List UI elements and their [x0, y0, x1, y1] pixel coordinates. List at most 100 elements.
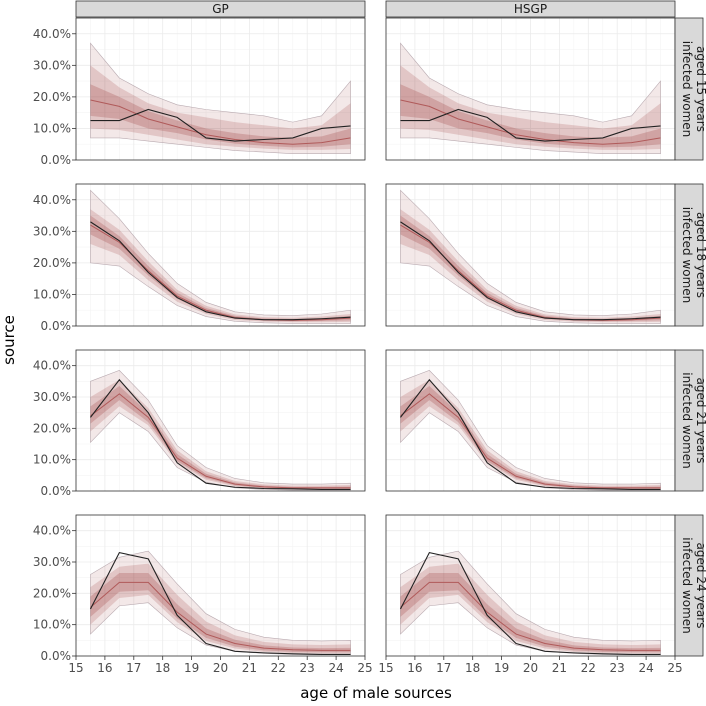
panel-border [75, 17, 366, 161]
band-80 [90, 65, 351, 150]
band-95 [400, 189, 661, 324]
x-axis-title: age of male sources [300, 684, 452, 702]
x-tick-label: 16 [407, 661, 422, 675]
median-line [400, 99, 661, 145]
y-tick-label: 40.0% [33, 524, 71, 538]
panel-border [75, 183, 366, 327]
band-50 [400, 215, 661, 322]
y-tick-label: 40.0% [33, 359, 71, 373]
y-tick-label: 20.0% [33, 90, 71, 104]
row-strip-label-line1: infected women [680, 207, 694, 304]
band-80 [400, 379, 661, 490]
median-line [90, 581, 351, 651]
x-tick-label: 24 [328, 661, 343, 675]
panel-hsgp-row-3 [385, 349, 676, 492]
panels-layer [75, 17, 676, 657]
axes-layer: 0.0% 10.0% 20.0% 30.0% 40.0% 0.0% 10.0% 20.0% 30… [33, 27, 683, 675]
row-strip-label-line1: infected women [680, 372, 694, 469]
band-50 [400, 84, 661, 148]
band-80 [90, 563, 351, 654]
row-strip [674, 183, 704, 327]
y-tick-label: 20.0% [33, 421, 71, 435]
x-tick-label: 22 [581, 661, 596, 675]
x-tick-label: 25 [357, 661, 372, 675]
y-tick-label: 20.0% [33, 586, 71, 600]
x-tick-label: 25 [667, 661, 682, 675]
y-tick-label: 10.0% [33, 287, 71, 301]
panel-hsgp-row-2 [385, 183, 676, 327]
row-strip [674, 349, 704, 492]
y-tick-label: 30.0% [33, 390, 71, 404]
y-tick-label: 0.0% [41, 649, 72, 663]
y-tick-label: 40.0% [33, 27, 71, 41]
panel-border [75, 349, 366, 492]
x-tick-label: 21 [552, 661, 567, 675]
observed-line [399, 551, 661, 655]
median-line [400, 393, 661, 489]
x-tick-label: 17 [436, 661, 451, 675]
observed-line [90, 221, 351, 321]
band-50 [400, 572, 661, 653]
observed-line [90, 108, 351, 142]
x-tick-label: 23 [300, 661, 315, 675]
x-tick-label: 23 [610, 661, 625, 675]
row-strip-label-line2: aged 24 years [694, 543, 706, 629]
median-line [90, 393, 351, 489]
x-tick-label: 20 [213, 661, 228, 675]
panel-gp-row-3 [75, 349, 366, 492]
y-tick-label: 30.0% [33, 58, 71, 72]
row-strip [674, 17, 704, 161]
x-tick-label: 22 [271, 661, 286, 675]
y-tick-label: 10.0% [33, 121, 71, 135]
band-95 [90, 189, 351, 324]
band-95 [400, 370, 661, 491]
band-50 [90, 215, 351, 322]
x-tick-label: 15 [378, 661, 393, 675]
row-strip-label-line1: infected women [680, 537, 694, 634]
column-strip-label: HSGP [514, 2, 547, 16]
median-line [400, 581, 661, 651]
y-tick-label: 30.0% [33, 555, 71, 569]
x-tick-label: 20 [523, 661, 538, 675]
band-95 [90, 370, 351, 491]
observed-line [89, 551, 351, 655]
observed-line [90, 378, 351, 490]
median-line [90, 99, 351, 145]
observed-line [400, 221, 661, 321]
y-tick-label: 0.0% [41, 484, 72, 498]
panel-gp-row-2 [75, 183, 366, 327]
x-tick-label: 19 [494, 661, 509, 675]
x-tick-label: 18 [155, 661, 170, 675]
row-strip-label-line1: infected women [680, 41, 694, 138]
y-tick-label: 40.0% [33, 193, 71, 207]
y-tick-label: 10.0% [33, 618, 71, 632]
y-tick-label: 30.0% [33, 224, 71, 238]
panel-hsgp-row-4 [385, 514, 676, 657]
x-tick-label: 16 [97, 661, 112, 675]
x-tick-label: 19 [184, 661, 199, 675]
y-axis-title: source [0, 315, 18, 365]
x-tick-label: 18 [465, 661, 480, 675]
observed-line [400, 108, 661, 142]
column-strip-label: GP [212, 2, 229, 16]
panel-gp-row-4 [75, 514, 366, 657]
row-strip-label-line2: aged 15 years [694, 46, 706, 132]
y-tick-label: 0.0% [41, 319, 72, 333]
y-tick-label: 0.0% [41, 153, 72, 167]
panel-gp-row-1 [75, 17, 366, 161]
row-strip-label-line2: aged 18 years [694, 212, 706, 298]
y-tick-label: 20.0% [33, 256, 71, 270]
x-tick-label: 17 [126, 661, 141, 675]
band-80 [400, 65, 661, 150]
band-80 [90, 379, 351, 490]
column-strip [385, 0, 676, 18]
band-80 [400, 563, 661, 654]
row-strip [674, 514, 704, 657]
band-50 [90, 84, 351, 148]
band-50 [90, 572, 351, 653]
x-tick-label: 24 [638, 661, 653, 675]
column-strip [75, 0, 366, 18]
x-tick-label: 21 [242, 661, 257, 675]
